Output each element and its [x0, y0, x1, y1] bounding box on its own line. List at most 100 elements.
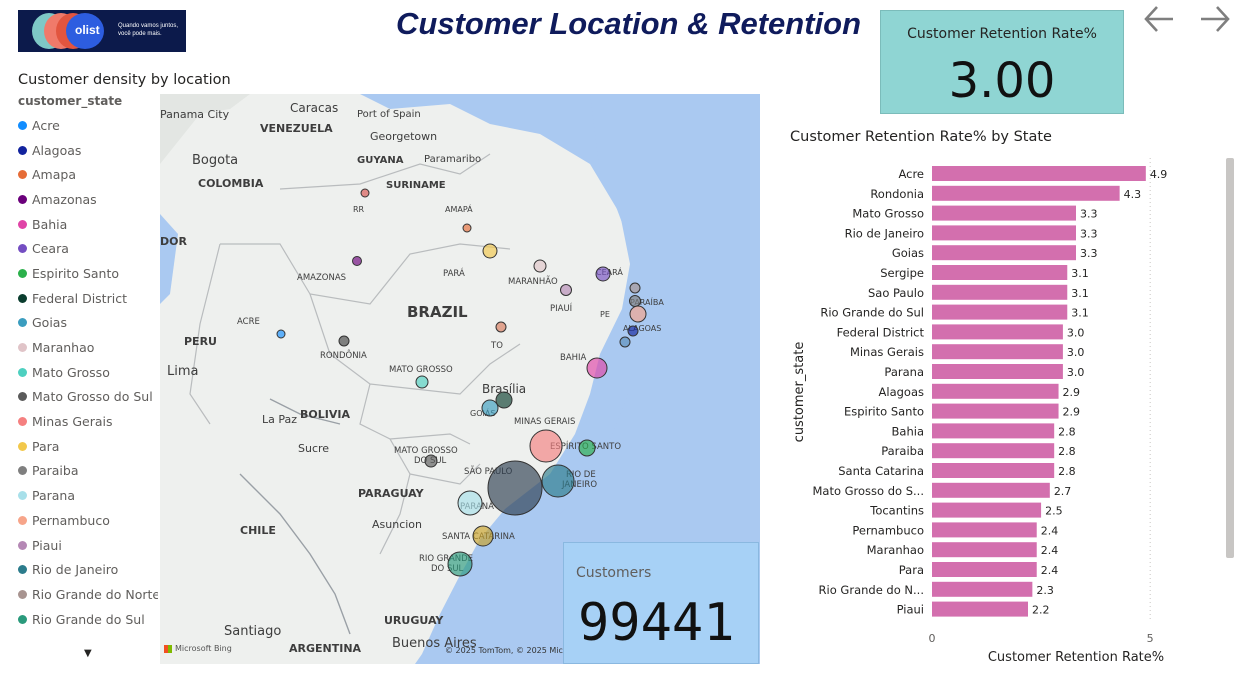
bar-value-label: 3.3 — [1080, 208, 1098, 221]
legend-item[interactable]: Rio Grande do Norte — [18, 582, 158, 607]
bar[interactable] — [932, 581, 1033, 597]
map-bubble[interactable] — [629, 305, 647, 323]
map-bubble[interactable] — [533, 259, 547, 273]
map-bubble[interactable] — [595, 266, 611, 282]
legend-item[interactable]: Para — [18, 434, 158, 459]
map-bubble[interactable] — [481, 399, 499, 417]
map-bubble[interactable] — [447, 551, 473, 577]
bar[interactable] — [932, 562, 1037, 577]
bar[interactable] — [932, 502, 1042, 518]
map-bubble[interactable] — [424, 454, 438, 468]
bar[interactable] — [932, 364, 1063, 379]
bar-category-label: Mato Grosso — [852, 207, 924, 221]
map-bubble[interactable] — [619, 336, 631, 348]
bar[interactable] — [932, 304, 1068, 320]
legend-item[interactable]: Espirito Santo — [18, 261, 158, 286]
map-bubble[interactable] — [529, 429, 563, 463]
map-label-rio-grande: RIO GRANDE — [419, 554, 473, 564]
bar[interactable] — [932, 245, 1076, 261]
legend-label: Piaui — [32, 537, 62, 553]
legend-label: Rio de Janeiro — [32, 562, 119, 578]
bar[interactable] — [932, 482, 1050, 498]
legend-scroll-down-icon[interactable]: ▼ — [84, 648, 92, 659]
chart-scrollbar[interactable] — [1226, 158, 1234, 558]
map-label-venezuela: VENEZUELA — [260, 122, 333, 135]
bar[interactable] — [932, 403, 1059, 419]
legend-label: Espirito Santo — [32, 265, 120, 281]
legend-item[interactable]: Goias — [18, 311, 158, 336]
legend-item[interactable]: Mato Grosso — [18, 360, 158, 385]
map-bubble[interactable] — [352, 256, 362, 266]
map-bubble[interactable] — [627, 325, 639, 337]
legend-item[interactable]: Mato Grosso do Sul — [18, 385, 158, 410]
map-bubble[interactable] — [578, 439, 596, 457]
bar[interactable] — [932, 265, 1068, 280]
map-bubble[interactable] — [276, 329, 286, 339]
bar[interactable] — [932, 225, 1076, 241]
bar[interactable] — [932, 601, 1028, 617]
bar[interactable] — [932, 522, 1037, 538]
legend-dot-icon — [18, 120, 27, 130]
bar[interactable] — [932, 284, 1068, 300]
map-bubble[interactable] — [360, 188, 370, 198]
legend-item[interactable]: Paraiba — [18, 459, 158, 484]
map-label-para: PARÁ — [443, 267, 465, 279]
map-label-paraguay: PARAGUAY — [358, 487, 425, 500]
bar[interactable] — [932, 166, 1146, 181]
bar[interactable] — [932, 423, 1055, 439]
legend-item[interactable]: Rio Grande do Sul — [18, 607, 158, 632]
legend-item[interactable]: Maranhao — [18, 335, 158, 360]
bar[interactable] — [932, 383, 1059, 399]
legend-item[interactable]: Pernambuco — [18, 508, 158, 533]
bar[interactable] — [932, 443, 1055, 459]
legend-dot-icon — [18, 589, 27, 599]
legend-item[interactable]: Minas Gerais — [18, 409, 158, 434]
map-bubble[interactable] — [629, 295, 641, 307]
legend-item[interactable]: Alagoas — [18, 138, 158, 163]
bar-category-label: Santa Catarina — [838, 464, 924, 478]
legend-item[interactable]: Amapa — [18, 162, 158, 187]
bar[interactable] — [932, 542, 1037, 558]
legend-item[interactable]: Federal District — [18, 286, 158, 311]
map-bubble[interactable] — [560, 284, 572, 296]
bar[interactable] — [932, 185, 1120, 201]
map-bubble[interactable] — [586, 357, 608, 379]
back-arrow-icon[interactable] — [1142, 4, 1176, 34]
map-label-caracas: Caracas — [290, 101, 338, 115]
retention-bar-chart[interactable]: Acre 4.9 Rondonia 4.3 Mato Grosso 3.3 Rio de J… — [786, 150, 1226, 680]
legend-dot-icon — [18, 540, 27, 550]
legend-item[interactable]: Piaui — [18, 533, 158, 558]
map-bubble[interactable] — [462, 223, 472, 233]
bar[interactable] — [932, 463, 1055, 478]
map-label-guyana: GUYANA — [357, 155, 404, 166]
map-bubble[interactable] — [415, 375, 429, 389]
map-bubble[interactable] — [338, 335, 350, 347]
map-bubble[interactable] — [541, 464, 575, 498]
legend-item[interactable]: Rio de Janeiro — [18, 557, 158, 582]
bar[interactable] — [932, 205, 1076, 221]
map-bubble[interactable] — [495, 321, 507, 333]
map-bubble[interactable] — [487, 460, 543, 516]
legend-item[interactable]: Acre — [18, 113, 158, 138]
bubble-map[interactable]: Caracas Port of Spain Panama City VENEZU… — [160, 94, 760, 664]
map-label-minas-gerais: MINAS GERAIS — [514, 417, 575, 427]
bar[interactable] — [932, 324, 1063, 340]
legend-dot-icon — [18, 244, 27, 254]
legend-dot-icon — [18, 343, 27, 353]
map-bubble[interactable] — [472, 525, 494, 547]
map-bubble[interactable] — [495, 391, 513, 409]
legend-dot-icon — [18, 515, 27, 525]
map-bubble[interactable] — [482, 243, 498, 259]
legend-item[interactable]: Ceara — [18, 236, 158, 261]
map-bubble[interactable] — [457, 490, 483, 516]
map-label-goias: GOIÁS — [470, 407, 495, 418]
forward-arrow-icon[interactable] — [1198, 4, 1232, 34]
bar[interactable] — [932, 344, 1063, 360]
legend-item[interactable]: Amazonas — [18, 187, 158, 212]
bar-category-label: Mato Grosso do S... — [812, 484, 924, 498]
bing-logo: Microsoft Bing — [164, 644, 232, 653]
customers-kpi-label: Customers — [576, 565, 652, 581]
map-bubble[interactable] — [629, 282, 641, 294]
legend-item[interactable]: Parana — [18, 483, 158, 508]
legend-item[interactable]: Bahia — [18, 212, 158, 237]
